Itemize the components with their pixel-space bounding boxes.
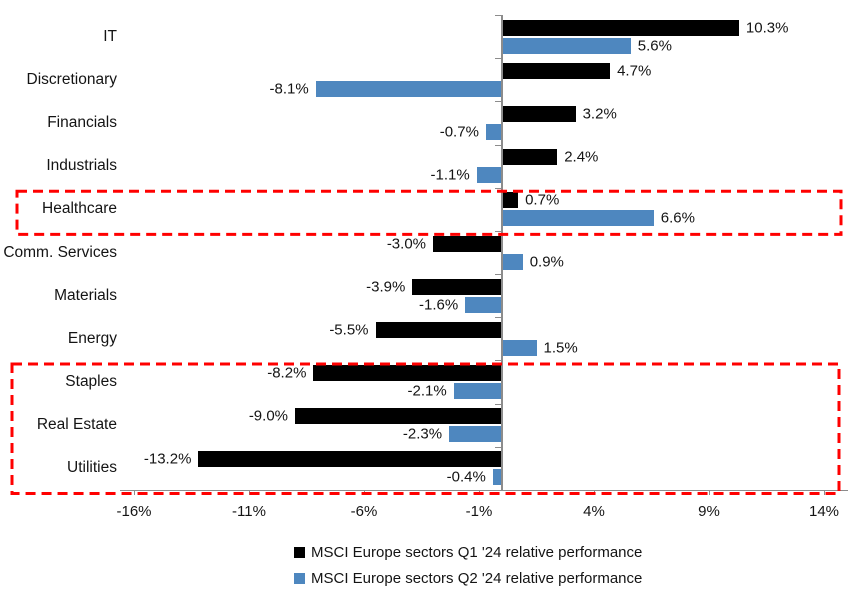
bar-value-label: -0.7% [439, 123, 479, 141]
category-label: Discretionary [26, 70, 117, 88]
bar-value-label: 0.9% [529, 253, 564, 270]
legend: MSCI Europe sectors Q1 '24 relative perf… [294, 539, 642, 591]
bar-value-label: 4.7% [617, 62, 652, 80]
highlight-box [15, 189, 843, 236]
bar-q2 [502, 37, 631, 54]
category-tick [495, 101, 501, 103]
bar-q1 [295, 408, 502, 425]
x-tick-label: -16% [116, 503, 152, 520]
bar-q1 [502, 192, 519, 209]
legend-label-q1: MSCI Europe sectors Q1 '24 relative perf… [311, 543, 643, 561]
bar-q1 [502, 105, 576, 122]
bar-value-label: -1.6% [419, 296, 459, 314]
x-axis-tick [824, 490, 825, 495]
bar-value-label: -0.4% [446, 468, 486, 486]
bar-q2 [449, 426, 502, 443]
category-label: Staples [65, 373, 117, 391]
x-tick-label: -1% [465, 503, 493, 520]
category-label: Real Estate [36, 416, 117, 434]
category-tick [495, 58, 501, 60]
bar-value-label: -1.1% [430, 166, 470, 184]
bar-value-label: 10.3% [745, 19, 789, 37]
category-label: Energy [67, 329, 117, 347]
bar-q1 [412, 278, 502, 295]
bar-q2 [502, 253, 523, 270]
bar-value-label: 5.6% [637, 37, 672, 55]
bar-value-label: -2.1% [407, 382, 447, 400]
x-tick-label: 9% [698, 503, 720, 520]
bar-q2 [502, 339, 537, 356]
category-tick [495, 187, 501, 189]
bar-value-label: -2.3% [402, 425, 443, 443]
bar-value-label: 0.7% [525, 191, 560, 209]
category-label: Materials [54, 286, 117, 304]
category-label: Financials [47, 113, 117, 131]
x-axis-tick [709, 490, 710, 495]
category-tick [495, 360, 501, 362]
x-tick-label: 4% [583, 503, 605, 520]
legend-label-q2: MSCI Europe sectors Q2 '24 relative perf… [311, 569, 643, 587]
y-axis-line [500, 15, 503, 490]
legend-marker-q2 [294, 572, 305, 584]
bar-value-label: 6.6% [660, 209, 695, 227]
x-axis-line [120, 490, 848, 491]
x-axis-tick [249, 490, 250, 495]
bar-value-label: -5.5% [329, 321, 369, 339]
bar-q1 [502, 19, 739, 36]
category-label: Healthcare [42, 200, 117, 218]
legend-item-q1: MSCI Europe sectors Q1 '24 relative perf… [294, 539, 642, 565]
bar-value-label: -8.2% [267, 364, 307, 382]
bar-q2 [485, 123, 502, 140]
legend-item-q2: MSCI Europe sectors Q2 '24 relative perf… [294, 565, 642, 591]
x-axis-tick [594, 490, 595, 495]
category-label: Utilities [67, 459, 117, 477]
bar-q2 [315, 80, 502, 97]
bar-q1 [198, 451, 502, 468]
bar-value-label: -3.9% [366, 278, 406, 296]
bar-q1 [502, 149, 558, 166]
x-tick-label: -6% [350, 503, 378, 520]
category-tick [495, 15, 501, 16]
x-axis-tick [134, 490, 135, 495]
category-label: Comm. Services [3, 243, 117, 261]
x-tick-label: -11% [232, 503, 266, 520]
bar-q2 [476, 167, 502, 184]
bar-q2 [465, 296, 502, 313]
category-tick [495, 317, 501, 319]
category-tick [495, 446, 501, 448]
bar-value-label: -13.2% [143, 450, 192, 468]
bar-value-label: 1.5% [543, 339, 578, 357]
bar-value-label: -9.0% [248, 407, 288, 425]
bar-q1 [375, 321, 502, 338]
legend-marker-q1 [294, 546, 305, 558]
category-tick [495, 403, 501, 405]
category-tick [495, 144, 501, 146]
bar-q1 [433, 235, 502, 252]
category-label: IT [103, 27, 117, 45]
bar-q2 [453, 383, 502, 400]
category-tick [495, 230, 501, 232]
x-tick-label: 14% [808, 503, 840, 520]
bar-q1 [502, 62, 611, 79]
x-axis-tick [479, 490, 480, 495]
category-label: Industrials [46, 157, 117, 175]
category-tick [495, 274, 501, 276]
bar-value-label: -8.1% [269, 80, 309, 98]
bar-value-label: -3.0% [386, 235, 426, 252]
bar-q1 [313, 365, 502, 382]
bar-q2 [502, 210, 654, 227]
x-axis-tick [364, 490, 365, 495]
bar-value-label: 3.2% [582, 105, 617, 123]
bar-value-label: 2.4% [564, 148, 599, 166]
